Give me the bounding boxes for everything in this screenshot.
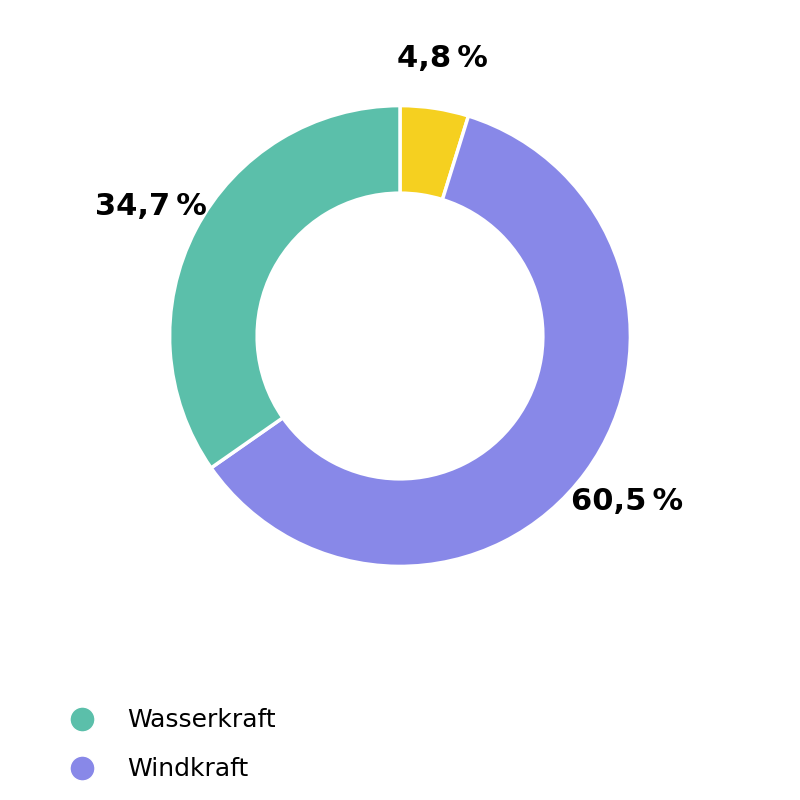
- Legend: Wasserkraft, Windkraft, Photovoltaik: Wasserkraft, Windkraft, Photovoltaik: [58, 708, 282, 800]
- Text: 4,8 %: 4,8 %: [397, 44, 488, 73]
- Wedge shape: [170, 106, 400, 468]
- Text: 34,7 %: 34,7 %: [95, 191, 206, 221]
- Text: 60,5 %: 60,5 %: [571, 487, 683, 517]
- Wedge shape: [211, 116, 630, 566]
- Wedge shape: [400, 106, 469, 199]
